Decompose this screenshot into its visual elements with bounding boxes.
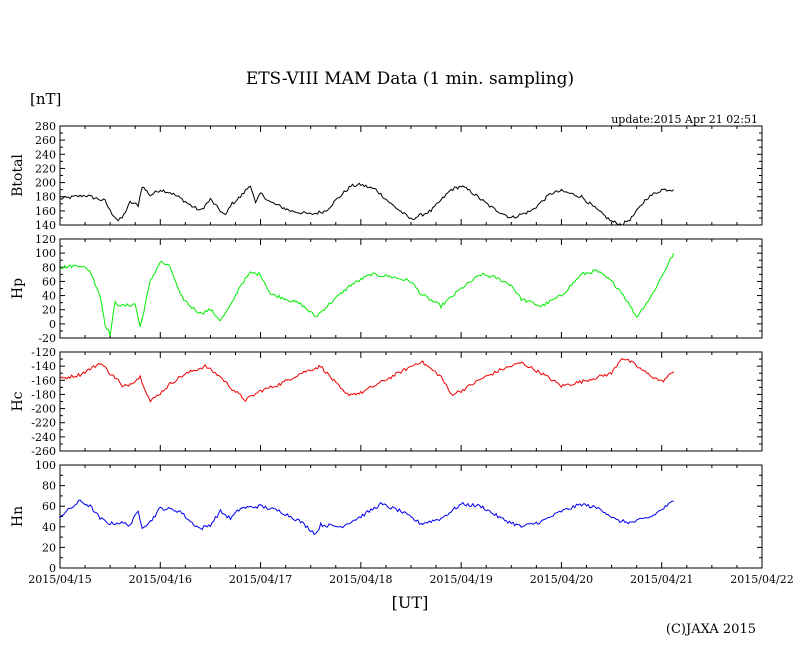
y-tick-label: 140 — [35, 219, 56, 232]
y-tick-label: 240 — [35, 148, 56, 161]
series-line-btotal — [59, 182, 675, 226]
y-tick-label: 200 — [35, 177, 56, 190]
panel-label: Hn — [10, 506, 26, 527]
y-tick-label: 160 — [35, 205, 56, 218]
y-tick-label: -260 — [31, 445, 56, 458]
y-tick-label: -120 — [31, 346, 56, 359]
x-axis-ticks: 2015/04/15 2015/04/16 2015/04/17 2015/04/18… — [28, 573, 793, 586]
y-tick-label: 40 — [42, 521, 56, 534]
y-tick-label: 100 — [35, 247, 56, 260]
y-tick-label: 280 — [35, 120, 56, 133]
y-tick-label: -160 — [31, 374, 56, 387]
y-tick-label: -240 — [31, 431, 56, 444]
y-tick-label: 100 — [35, 459, 56, 472]
series-line-hn — [59, 499, 674, 536]
x-axis-label: [UT] — [392, 593, 429, 612]
y-tick-label: 180 — [35, 191, 56, 204]
panels: 140160180200220240260280Btotal-200204060… — [10, 120, 763, 575]
y-tick-label: 60 — [42, 275, 56, 288]
y-tick-label: -140 — [31, 360, 56, 373]
y-tick-label: 80 — [42, 480, 56, 493]
panel-label: Hp — [10, 278, 26, 299]
y-tick-label: -180 — [31, 388, 56, 401]
panel-frame — [59, 351, 763, 452]
update-timestamp: update:2015 Apr 21 02:51 — [611, 113, 758, 126]
y-tick-label: 120 — [35, 233, 56, 246]
y-tick-label: -200 — [31, 403, 56, 416]
series-line-hp — [59, 252, 675, 337]
panel-frame — [59, 125, 763, 226]
y-tick-label: 80 — [42, 261, 56, 274]
x-tick-label: 2015/04/18 — [329, 573, 392, 586]
copyright-text: (C)JAXA 2015 — [666, 622, 756, 637]
y-tick-label: -220 — [31, 417, 56, 430]
y-tick-label: 20 — [42, 541, 56, 554]
y-tick-label: 20 — [42, 304, 56, 317]
y-tick-label: 260 — [35, 134, 56, 147]
panel-hc: -260-240-220-200 -180-160-140-120 Hc — [10, 346, 763, 458]
panel-label: Btotal — [10, 154, 26, 197]
y-tick-label: 60 — [42, 500, 56, 513]
y-tick-label: 0 — [49, 318, 56, 331]
series-line-hc — [59, 357, 674, 403]
x-tick-label: 2015/04/19 — [429, 573, 492, 586]
x-tick-label: 2015/04/21 — [630, 573, 693, 586]
unit-label: [nT] — [30, 90, 61, 108]
x-tick-label: 2015/04/15 — [28, 573, 91, 586]
panel-hn: 0 20 40 60 80 100 Hn — [10, 459, 763, 575]
y-tick-label: -20 — [38, 332, 56, 345]
y-tick-label: 40 — [42, 290, 56, 303]
x-tick-label: 2015/04/17 — [229, 573, 292, 586]
panel-label: Hc — [10, 391, 26, 411]
chart-title: ETS-VIII MAM Data (1 min. sampling) — [246, 69, 574, 89]
panel-frame — [59, 238, 763, 339]
x-tick-label: 2015/04/20 — [530, 573, 593, 586]
y-tick-label: 220 — [35, 162, 56, 175]
y-tick-label: 0 — [49, 562, 56, 575]
x-tick-label: 2015/04/22 — [730, 573, 793, 586]
x-tick-label: 2015/04/16 — [129, 573, 192, 586]
